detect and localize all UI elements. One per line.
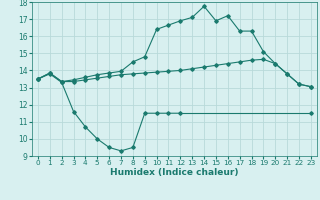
X-axis label: Humidex (Indice chaleur): Humidex (Indice chaleur) [110,168,239,177]
